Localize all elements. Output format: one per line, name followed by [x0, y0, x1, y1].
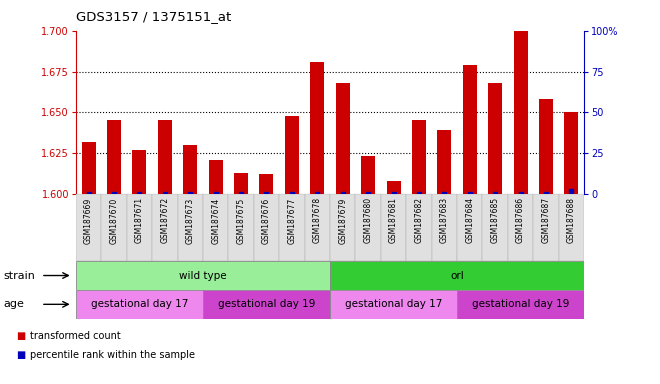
Bar [76, 290, 203, 319]
Text: GSM187676: GSM187676 [262, 197, 271, 243]
Bar [539, 99, 553, 194]
Text: gestational day 17: gestational day 17 [90, 299, 188, 310]
Bar [438, 130, 451, 194]
Text: percentile rank within the sample: percentile rank within the sample [30, 350, 195, 360]
Text: ■: ■ [16, 331, 26, 341]
Bar [76, 261, 330, 290]
Bar [76, 194, 102, 261]
Text: GSM187675: GSM187675 [236, 197, 246, 243]
Bar [310, 62, 324, 194]
Text: gestational day 19: gestational day 19 [218, 299, 315, 310]
Bar [152, 194, 178, 261]
Bar [209, 160, 222, 194]
Bar [158, 121, 172, 194]
Bar [254, 194, 279, 261]
Text: GSM187677: GSM187677 [287, 197, 296, 243]
Bar [336, 83, 350, 194]
Bar [381, 194, 407, 261]
Text: GSM187687: GSM187687 [541, 197, 550, 243]
Bar [102, 194, 127, 261]
Text: GSM187674: GSM187674 [211, 197, 220, 243]
Bar [488, 83, 502, 194]
Text: GSM187681: GSM187681 [389, 197, 398, 243]
Text: gestational day 19: gestational day 19 [472, 299, 570, 310]
Text: age: age [3, 299, 24, 310]
Bar [533, 194, 558, 261]
Bar [82, 142, 96, 194]
Text: ■: ■ [16, 350, 26, 360]
Bar [356, 194, 381, 261]
Text: strain: strain [3, 270, 35, 281]
Text: GSM187673: GSM187673 [185, 197, 195, 243]
Bar [432, 194, 457, 261]
Bar [412, 121, 426, 194]
Text: GSM187679: GSM187679 [338, 197, 347, 243]
Text: transformed count: transformed count [30, 331, 120, 341]
Text: GSM187672: GSM187672 [160, 197, 170, 243]
Text: GSM187682: GSM187682 [414, 197, 424, 243]
Bar [305, 194, 330, 261]
Bar [285, 116, 299, 194]
Text: GDS3157 / 1375151_at: GDS3157 / 1375151_at [76, 10, 231, 23]
Bar [330, 194, 356, 261]
Bar [558, 194, 584, 261]
Bar [127, 194, 152, 261]
Text: orl: orl [450, 270, 464, 281]
Text: GSM187670: GSM187670 [110, 197, 119, 243]
Bar [203, 194, 228, 261]
Bar [183, 145, 197, 194]
Bar [203, 290, 330, 319]
Text: GSM187680: GSM187680 [364, 197, 373, 243]
Bar [228, 194, 253, 261]
Bar [107, 121, 121, 194]
Text: GSM187671: GSM187671 [135, 197, 144, 243]
Bar [234, 173, 248, 194]
Bar [387, 181, 401, 194]
Bar [508, 194, 533, 261]
Bar [330, 290, 457, 319]
Bar [330, 261, 584, 290]
Bar [361, 156, 375, 194]
Bar [564, 113, 578, 194]
Bar [407, 194, 432, 261]
Text: GSM187686: GSM187686 [516, 197, 525, 243]
Bar [259, 174, 273, 194]
Bar [178, 194, 203, 261]
Text: GSM187678: GSM187678 [313, 197, 322, 243]
Text: GSM187684: GSM187684 [465, 197, 475, 243]
Text: gestational day 17: gestational day 17 [345, 299, 442, 310]
Text: wild type: wild type [179, 270, 227, 281]
Bar [457, 290, 584, 319]
Text: GSM187685: GSM187685 [490, 197, 500, 243]
Text: GSM187688: GSM187688 [567, 197, 576, 243]
Bar [279, 194, 305, 261]
Bar [457, 194, 482, 261]
Bar [463, 65, 477, 194]
Bar [513, 31, 527, 194]
Bar [133, 150, 147, 194]
Text: GSM187683: GSM187683 [440, 197, 449, 243]
Bar [482, 194, 508, 261]
Text: GSM187669: GSM187669 [84, 197, 93, 243]
